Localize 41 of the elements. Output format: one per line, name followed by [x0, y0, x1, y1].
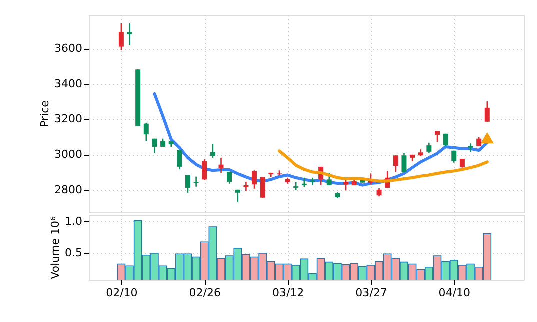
candlestick — [144, 122, 149, 142]
y-tick-label: 1.0 — [65, 214, 82, 228]
y-tick-label: 2800 — [54, 183, 82, 196]
candlestick — [344, 179, 349, 192]
candlestick — [476, 136, 482, 147]
y-tick-label: 0.5 — [65, 246, 82, 260]
candlestick — [393, 154, 398, 173]
candlestick — [185, 174, 190, 194]
candlestick — [468, 142, 474, 153]
y-tick-label: 3400 — [54, 77, 82, 90]
x-tick-label: 02/26 — [189, 286, 221, 300]
x-tick-label: 04/10 — [438, 286, 470, 300]
candlestick — [118, 22, 124, 51]
x-tick-label: 03/27 — [356, 286, 388, 300]
candlestick — [326, 172, 332, 186]
x-tick-label: 02/10 — [106, 286, 138, 300]
x-tick-label: 03/12 — [272, 286, 304, 300]
candlestick — [252, 170, 258, 190]
y-axis-title: Volume 10⁶ — [49, 216, 62, 280]
candlestick — [260, 176, 266, 199]
candlestick — [218, 157, 224, 174]
candlestick — [152, 138, 158, 154]
candlestick — [244, 181, 249, 192]
candlestick — [452, 150, 457, 164]
candlestick — [484, 100, 490, 123]
candlestick — [310, 177, 316, 186]
candlestick — [177, 150, 182, 170]
candlestick — [210, 143, 216, 159]
candlestick — [202, 158, 208, 181]
y-axis-title: Price — [38, 100, 52, 128]
candlestick — [127, 22, 132, 46]
candlestick — [402, 152, 407, 173]
y-tick-label: 3600 — [54, 42, 82, 56]
candlestick — [294, 182, 299, 191]
y-tick-label: 3200 — [54, 112, 82, 126]
candlestick — [235, 189, 240, 203]
y-tick-label: 3000 — [54, 148, 82, 162]
candlestick — [443, 133, 448, 147]
candlestick — [227, 172, 232, 185]
candlestick — [426, 142, 432, 154]
candlestick — [302, 177, 307, 188]
